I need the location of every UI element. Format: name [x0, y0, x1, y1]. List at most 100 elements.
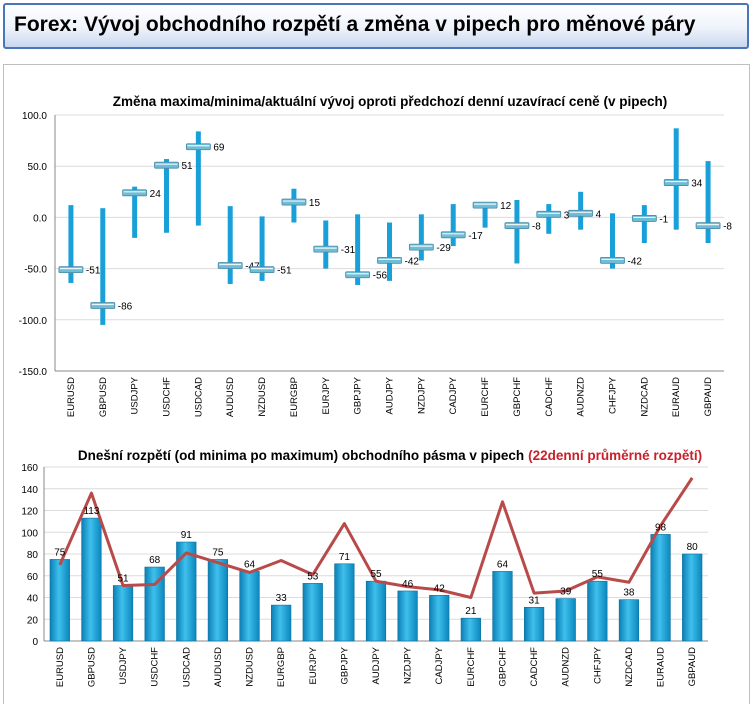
- current-value-label: -42: [405, 256, 420, 267]
- x-tick-label: EURGBP: [289, 377, 300, 417]
- x-tick-label: EURAUD: [656, 647, 667, 687]
- y-tick-label: -100.0: [19, 316, 48, 327]
- range-bar: [682, 553, 703, 642]
- range-bar: [49, 559, 70, 642]
- range-bar: [450, 204, 456, 247]
- y-tick-label: 0: [32, 637, 38, 648]
- bar-value-label: 53: [307, 571, 319, 582]
- range-bar: [302, 583, 323, 642]
- range-bar: [112, 585, 134, 642]
- range-bar: [514, 199, 520, 264]
- bar-value-label: 38: [623, 588, 635, 599]
- x-tick-label: EURUSD: [55, 647, 66, 687]
- x-tick-label: EURJPY: [321, 376, 332, 414]
- range-bar: [387, 222, 392, 281]
- range-bar: [195, 131, 201, 226]
- range-bar: [460, 617, 481, 642]
- pip-change-chart: Změna maxima/minima/aktuální vývoj oprot…: [19, 94, 733, 417]
- range-bar: [418, 214, 424, 261]
- bar-value-label: 39: [560, 587, 572, 598]
- y-tick-label: -150.0: [19, 367, 48, 378]
- bar-value-label: 46: [402, 579, 414, 590]
- x-tick-label: USDJPY: [118, 646, 129, 684]
- header-banner: Forex: Vývoj obchodního rozpětí a změna …: [3, 3, 749, 49]
- range-bar: [81, 517, 102, 642]
- bar-value-label: 75: [54, 547, 66, 558]
- range-bar: [587, 580, 608, 642]
- current-value-label: 69: [213, 143, 225, 154]
- current-value-label: -8: [532, 222, 541, 233]
- range-bar: [618, 599, 640, 642]
- bar-value-label: 21: [465, 606, 477, 617]
- y-tick-label: 160: [21, 463, 38, 474]
- range-bar: [239, 571, 260, 642]
- range-bar: [132, 186, 138, 238]
- range-bar: [271, 604, 292, 642]
- y-tick-label: 0.0: [33, 213, 47, 224]
- bar-value-label: 42: [434, 583, 446, 594]
- x-tick-label: AUDUSD: [225, 377, 236, 417]
- x-tick-label: NZDCAD: [624, 647, 635, 687]
- x-tick-label: GBPUSD: [98, 377, 109, 417]
- x-tick-label: EURCHF: [480, 377, 491, 417]
- bar-value-label: 91: [181, 530, 193, 541]
- bar-value-label: 55: [370, 569, 382, 580]
- x-tick-label: GBPCHF: [497, 647, 508, 687]
- x-tick-label: EURJPY: [308, 646, 319, 684]
- y-tick-label: 80: [27, 550, 39, 561]
- x-tick-label: EURGBP: [276, 647, 287, 687]
- range-bar: [492, 571, 513, 642]
- current-value-label: 12: [500, 201, 512, 212]
- x-tick-label: NZDCAD: [639, 377, 650, 417]
- bar-value-label: 68: [149, 555, 161, 566]
- bar-value-label: 64: [497, 559, 509, 570]
- bar-value-label: 98: [655, 522, 667, 533]
- range-bar: [68, 205, 74, 283]
- current-value-label: -17: [468, 231, 483, 242]
- range-bar: [291, 188, 297, 223]
- x-tick-label: USDCAD: [181, 647, 192, 687]
- x-tick-label: AUDNZD: [576, 377, 587, 417]
- bar-value-label: 31: [529, 595, 541, 606]
- range-bar: [365, 580, 387, 642]
- current-value-label: -51: [277, 266, 292, 277]
- y-tick-label: 50.0: [28, 162, 48, 173]
- range-bar: [259, 216, 265, 281]
- range-bar: [482, 203, 488, 228]
- x-tick-label: GBPAUD: [687, 647, 698, 687]
- current-value-label: 51: [182, 161, 194, 172]
- range-bar: [673, 128, 679, 230]
- x-tick-label: GBPCHF: [512, 377, 523, 417]
- y-tick-label: -50.0: [24, 265, 47, 276]
- x-tick-label: GBPJPY: [353, 376, 364, 414]
- current-value-label: 24: [150, 189, 162, 200]
- bar-value-label: 55: [592, 569, 604, 580]
- range-bar: [523, 606, 545, 642]
- charts-panel: [3, 64, 750, 704]
- range-bar: [610, 213, 615, 269]
- x-tick-label: EURAUD: [671, 377, 682, 417]
- x-tick-label: CHFJPY: [608, 376, 619, 414]
- y-tick-label: 60: [27, 572, 39, 583]
- bar-value-label: 71: [339, 552, 351, 563]
- current-value-label: 4: [596, 209, 602, 220]
- range-bar: [546, 204, 552, 234]
- current-value-label: -86: [118, 301, 133, 312]
- x-tick-label: EURUSD: [66, 377, 77, 417]
- x-tick-label: GBPUSD: [86, 647, 97, 687]
- range-bar: [650, 534, 671, 642]
- y-tick-label: 100.0: [22, 111, 47, 122]
- chart2-title: Dnešní rozpětí (od minima po maximum) ob…: [78, 448, 702, 463]
- y-tick-label: 140: [21, 485, 38, 496]
- range-bar: [334, 563, 355, 642]
- x-tick-label: USDCHF: [150, 647, 161, 687]
- range-bar: [207, 559, 229, 642]
- range-bar: [227, 206, 233, 284]
- y-tick-label: 120: [21, 507, 38, 518]
- x-tick-label: CADCHF: [529, 647, 540, 687]
- x-tick-label: NZDJPY: [403, 646, 414, 684]
- current-value-label: -29: [436, 243, 451, 254]
- current-value-label: -31: [341, 245, 356, 256]
- x-tick-label: NZDJPY: [416, 376, 427, 414]
